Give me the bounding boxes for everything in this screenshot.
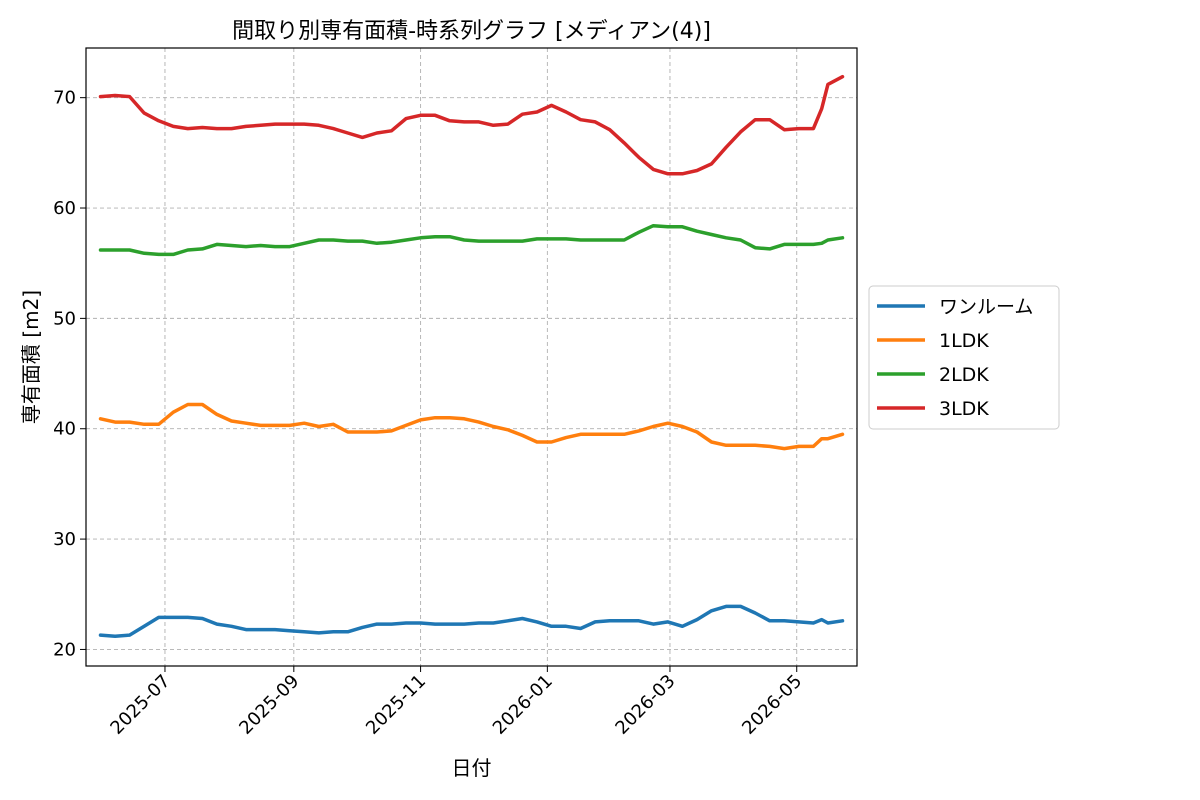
y-tick-label: 40 [53,419,76,440]
x-tick-label: 2026-03 [611,671,679,739]
y-tick-label: 70 [53,88,76,109]
series-line [98,402,845,451]
series-line [98,604,845,638]
y-axis-label: 専有面積 [m2] [19,290,43,424]
chart-title: 間取り別専有面積-時系列グラフ [メディアン(4)] [232,19,711,44]
axis-ticks: 2025-07 2025-09 2025-11 2026-01 2026-03 2026-… [53,88,806,739]
y-tick-label: 50 [53,308,76,329]
x-tick-label: 2026-01 [489,671,557,739]
series-line [98,74,845,176]
legend-label: 3LDK [939,398,989,420]
x-tick-label: 2025-07 [106,671,174,739]
x-tick-label: 2025-11 [362,671,430,739]
legend: ワンルーム 1LDK 2LDK 3LDK [868,285,1060,430]
y-tick-label: 30 [53,529,76,550]
grid [86,48,857,666]
legend-label: ワンルーム [939,296,1033,318]
x-tick-label: 2026-05 [738,671,806,739]
x-tick-label: 2025-09 [235,671,303,739]
legend-label: 1LDK [939,330,989,352]
legend-box [868,285,1060,430]
plot-frame [85,47,858,667]
y-tick-label: 60 [53,198,76,219]
series-line [98,223,845,257]
series-lines [98,74,845,638]
y-tick-label: 20 [53,639,76,660]
legend-label: 2LDK [939,364,989,386]
x-axis-label: 日付 [452,756,492,780]
